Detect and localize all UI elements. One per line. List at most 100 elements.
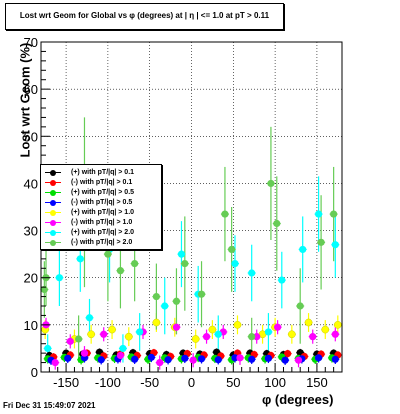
legend-entry: (-) with pT/|q| > 2.0 bbox=[41, 238, 161, 248]
data-point bbox=[278, 276, 286, 284]
data-point bbox=[172, 323, 181, 331]
data-point bbox=[189, 356, 197, 364]
y-axis-label: Lost wrt Geom (%) bbox=[17, 42, 33, 158]
data-point bbox=[231, 354, 239, 362]
legend-entry: (-) with pT/|q| > 1.0 bbox=[41, 218, 161, 228]
data-point bbox=[87, 330, 96, 339]
chart-title: Lost wrt Geom for Global vs φ (degrees) … bbox=[19, 11, 270, 20]
legend-label: (+) with pT/|q| > 0.5 bbox=[71, 189, 135, 196]
y-tick-label: 10 bbox=[24, 318, 38, 333]
data-point bbox=[214, 330, 222, 338]
data-point bbox=[202, 333, 211, 341]
data-point bbox=[44, 344, 52, 353]
x-axis-label: φ (degrees) bbox=[262, 392, 334, 407]
legend-label: (-) with pT/|q| > 0.1 bbox=[71, 179, 133, 186]
data-point bbox=[177, 250, 186, 258]
data-point bbox=[304, 318, 313, 327]
y-tick-label: 60 bbox=[24, 82, 38, 97]
data-point bbox=[264, 354, 273, 362]
legend-marker bbox=[50, 200, 56, 206]
legend-marker bbox=[50, 210, 56, 216]
legend-marker bbox=[50, 180, 56, 186]
data-point bbox=[147, 353, 155, 361]
data-point bbox=[221, 210, 229, 218]
data-point bbox=[253, 333, 261, 341]
legend-entry: (+) with pT/|q| > 1.0 bbox=[41, 208, 161, 218]
data-point bbox=[231, 259, 239, 268]
data-point bbox=[287, 330, 296, 339]
legend-label: (-) with pT/|q| > 2.0 bbox=[71, 239, 133, 246]
data-point bbox=[333, 321, 342, 329]
data-point bbox=[191, 335, 200, 343]
legend-entry: (-) with pT/|q| > 0.1 bbox=[41, 178, 161, 188]
data-point bbox=[314, 354, 323, 362]
data-point bbox=[294, 356, 303, 364]
legend-entry: (+) with pT/|q| > 2.0 bbox=[41, 228, 161, 238]
data-point bbox=[40, 285, 48, 294]
data-point bbox=[116, 351, 125, 360]
data-point bbox=[80, 349, 89, 357]
data-point bbox=[330, 210, 338, 218]
data-point bbox=[164, 356, 172, 364]
y-tick-label: 70 bbox=[24, 35, 38, 50]
data-point bbox=[116, 267, 125, 275]
y-tick-label: 50 bbox=[24, 129, 38, 144]
data-points bbox=[40, 179, 342, 367]
data-point bbox=[131, 259, 139, 268]
data-point bbox=[331, 241, 339, 249]
data-point bbox=[76, 255, 84, 263]
data-point bbox=[314, 210, 323, 218]
axis-tick-labels: -150 -100 -50 0 50 100 150 0 10 20 30 40 50 60 70 bbox=[24, 35, 328, 390]
legend-marker bbox=[50, 230, 56, 236]
data-point bbox=[317, 238, 325, 246]
data-point bbox=[100, 330, 108, 338]
legend: (+) with pT/|q| > 0.1 (-) with pT/|q| > 0… bbox=[40, 164, 162, 250]
y-tick-label: 40 bbox=[24, 176, 38, 191]
data-point bbox=[152, 292, 160, 301]
data-point bbox=[152, 318, 161, 327]
data-point bbox=[156, 358, 164, 367]
data-point bbox=[228, 245, 236, 254]
data-point bbox=[131, 355, 139, 363]
data-point bbox=[299, 245, 307, 254]
data-point bbox=[51, 358, 59, 367]
data-point bbox=[214, 356, 222, 364]
legend-label: (-) with pT/|q| > 0.5 bbox=[71, 199, 133, 206]
legend-marker bbox=[50, 240, 56, 246]
data-point bbox=[248, 333, 256, 341]
data-point bbox=[97, 356, 105, 364]
data-point bbox=[309, 333, 317, 341]
data-point bbox=[119, 344, 127, 353]
data-point bbox=[64, 354, 72, 362]
legend-label: (+) with pT/|q| > 1.0 bbox=[71, 209, 135, 216]
legend-entry: (-) with pT/|q| > 0.5 bbox=[41, 198, 161, 208]
data-point bbox=[331, 330, 339, 338]
datestamp: Fri Dec 31 15:49:07 2021 bbox=[3, 401, 96, 410]
data-point bbox=[274, 323, 282, 331]
data-point bbox=[55, 274, 63, 282]
data-point bbox=[233, 321, 242, 329]
data-point bbox=[136, 328, 144, 336]
x-tick-label: -150 bbox=[53, 375, 79, 390]
data-point bbox=[108, 325, 116, 334]
legend-marker bbox=[50, 190, 56, 196]
data-point bbox=[281, 356, 289, 364]
data-point bbox=[104, 250, 112, 258]
data-point bbox=[321, 325, 330, 334]
x-tick-label: -100 bbox=[95, 375, 121, 390]
data-point bbox=[197, 290, 206, 298]
x-tick-label: 50 bbox=[226, 375, 240, 390]
data-point bbox=[273, 219, 281, 228]
data-point bbox=[296, 302, 304, 310]
legend-marker bbox=[50, 220, 56, 226]
y-tick-label: 0 bbox=[31, 365, 38, 380]
data-point bbox=[161, 302, 169, 310]
data-point bbox=[236, 354, 244, 362]
legend-label: (+) with pT/|q| > 2.0 bbox=[71, 229, 135, 236]
data-point bbox=[248, 269, 256, 277]
legend-entry: (+) with pT/|q| > 0.5 bbox=[41, 188, 161, 198]
data-point bbox=[331, 355, 339, 363]
data-point bbox=[181, 259, 189, 268]
data-point bbox=[284, 350, 292, 358]
